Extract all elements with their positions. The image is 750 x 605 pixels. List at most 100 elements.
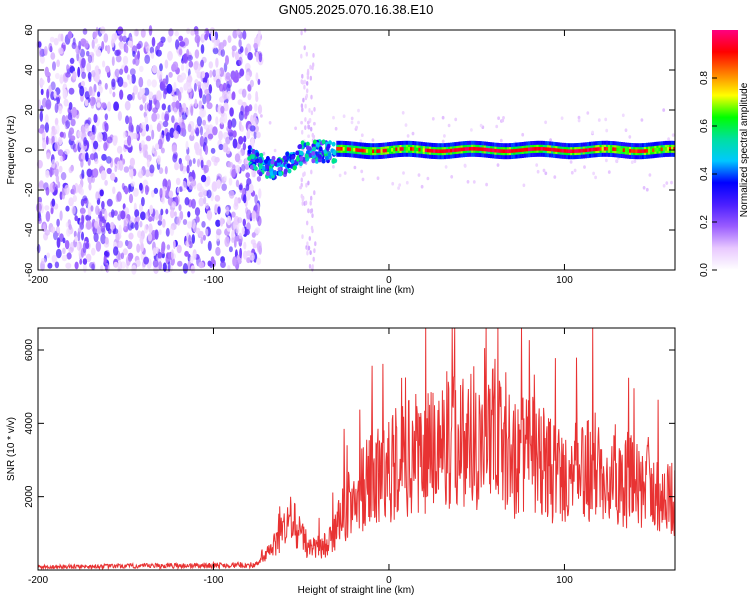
heatmap-carrier-cell bbox=[344, 147, 347, 151]
heatmap-noise-cell bbox=[86, 168, 93, 178]
heatmap-noise-cell bbox=[244, 47, 248, 56]
heatmap-noise-cell bbox=[157, 252, 163, 259]
heatmap-noise-cell bbox=[47, 262, 53, 269]
heatmap-noise-cell bbox=[313, 190, 316, 196]
heatmap-noise-cell bbox=[162, 78, 167, 84]
heatmap-noise-cell bbox=[592, 171, 595, 176]
heatmap-noise-cell bbox=[172, 94, 178, 102]
heatmap-noise-cell bbox=[185, 140, 189, 150]
heatmap-noise-cell bbox=[303, 84, 306, 90]
x-tick-label: -100 bbox=[203, 575, 223, 586]
heatmap-noise-cell bbox=[199, 108, 205, 118]
heatmap-noise-cell bbox=[62, 39, 66, 46]
heatmap-noise-cell bbox=[212, 126, 218, 136]
heatmap-carrier-cell bbox=[666, 147, 670, 151]
heatmap-noise-cell bbox=[172, 61, 179, 70]
heatmap-transition-cell bbox=[321, 158, 326, 164]
heatmap-carrier-cell bbox=[502, 149, 505, 153]
heatmap-transition-cell bbox=[331, 141, 336, 147]
heatmap-noise-cell bbox=[86, 50, 90, 57]
heatmap-noise-cell bbox=[77, 231, 81, 242]
heatmap-noise-cell bbox=[186, 84, 192, 93]
heatmap-noise-cell bbox=[167, 35, 172, 43]
heatmap-carrier-cell bbox=[380, 149, 383, 153]
heatmap-noise-cell bbox=[171, 144, 178, 154]
heatmap-noise-cell bbox=[359, 139, 363, 143]
heatmap-noise-cell bbox=[86, 62, 92, 73]
heatmap-noise-cell bbox=[237, 217, 243, 224]
heatmap-carrier-cell bbox=[612, 147, 615, 151]
heatmap-noise-cell bbox=[139, 87, 143, 98]
heatmap-noise-cell bbox=[306, 241, 309, 247]
heatmap-noise-cell bbox=[207, 133, 214, 140]
heatmap-transition-cell bbox=[265, 164, 270, 170]
heatmap-noise-cell bbox=[485, 182, 488, 187]
heatmap-noise-cell bbox=[77, 130, 83, 138]
heatmap-noise-cell bbox=[522, 183, 526, 188]
heatmap-noise-cell bbox=[70, 135, 76, 142]
heatmap-noise-cell bbox=[497, 116, 500, 120]
heatmap-carrier-cell bbox=[357, 148, 360, 152]
heatmap-noise-cell bbox=[130, 222, 135, 229]
heatmap-noise-cell bbox=[50, 52, 56, 60]
heatmap-carrier-cell bbox=[481, 147, 484, 152]
heatmap-noise-cell bbox=[470, 128, 473, 132]
heatmap-carrier-cell bbox=[338, 147, 341, 151]
y-tick-label: 6000 bbox=[24, 338, 35, 361]
heatmap-noise-cell bbox=[212, 69, 217, 78]
heatmap-carrier-cell bbox=[565, 149, 569, 153]
heatmap-noise-cell bbox=[188, 234, 192, 245]
heatmap-noise-cell bbox=[136, 243, 141, 253]
spectrogram-x-ticks: -200 -100 0 100 bbox=[28, 30, 573, 286]
heatmap-noise-cell bbox=[207, 114, 211, 123]
heatmap-noise-cell bbox=[402, 171, 405, 175]
heatmap-transition-cell bbox=[255, 152, 260, 158]
y-tick-label: 0 bbox=[24, 147, 35, 153]
heatmap-noise-cell bbox=[47, 75, 51, 84]
heatmap-carrier-cell bbox=[549, 147, 552, 152]
heatmap-noise-cell bbox=[225, 206, 230, 216]
heatmap-noise-cell bbox=[496, 163, 500, 167]
heatmap-noise-cell bbox=[153, 187, 159, 194]
heatmap-transition-cell bbox=[312, 139, 317, 145]
heatmap-noise-cell bbox=[238, 136, 244, 145]
heatmap-noise-cell bbox=[143, 87, 150, 96]
heatmap-noise-cell bbox=[44, 205, 50, 211]
heatmap-noise-cell bbox=[66, 227, 71, 237]
heatmap-noise-cell bbox=[194, 34, 201, 44]
heatmap-noise-cell bbox=[182, 219, 188, 225]
heatmap-noise-cell bbox=[184, 250, 190, 257]
heatmap-noise-cell bbox=[238, 184, 243, 191]
heatmap-noise-cell bbox=[101, 102, 107, 109]
colorbar-ticks: 0.0 0.2 0.4 0.6 0.8 bbox=[699, 71, 717, 277]
heatmap-carrier-cell bbox=[542, 147, 545, 151]
heatmap-noise-cell bbox=[173, 240, 176, 249]
heatmap-noise-cell bbox=[54, 102, 59, 114]
heatmap-transition-cell bbox=[298, 161, 303, 167]
heatmap-noise-cell bbox=[178, 35, 184, 42]
heatmap-noise-cell bbox=[148, 216, 153, 222]
heatmap-noise-cell bbox=[185, 109, 190, 116]
heatmap-noise-cell bbox=[149, 204, 154, 215]
heatmap-noise-cell bbox=[191, 219, 196, 229]
heatmap-noise-cell bbox=[188, 159, 192, 167]
heatmap-noise-cell bbox=[305, 182, 308, 188]
heatmap-noise-cell bbox=[136, 43, 142, 50]
heatmap-carrier-cell bbox=[426, 148, 430, 153]
heatmap-noise-cell bbox=[246, 222, 251, 232]
heatmap-carrier-cell bbox=[629, 149, 632, 153]
heatmap-noise-cell bbox=[573, 168, 577, 173]
heatmap-noise-cell bbox=[185, 63, 189, 73]
heatmap-transition-cell bbox=[273, 170, 278, 176]
heatmap-carrier-cell bbox=[351, 147, 354, 152]
heatmap-noise-cell bbox=[307, 124, 311, 130]
heatmap-noise-cell bbox=[173, 211, 177, 218]
heatmap-carrier-cell bbox=[494, 148, 497, 153]
heatmap-transition-cell bbox=[331, 158, 336, 163]
heatmap-transition-cell bbox=[264, 159, 268, 164]
heatmap-carrier-cell bbox=[460, 147, 463, 152]
heatmap-carrier-cell bbox=[349, 147, 352, 152]
heatmap-noise-cell bbox=[254, 227, 261, 234]
heatmap-noise-cell bbox=[135, 28, 139, 37]
